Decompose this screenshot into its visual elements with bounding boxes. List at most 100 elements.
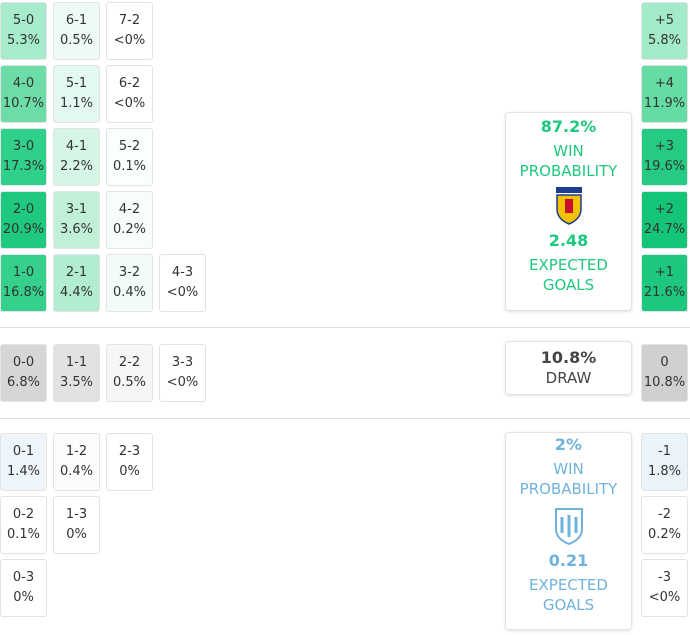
score-cell: -2 0.2% [641, 496, 688, 554]
scoreline: +1 [654, 265, 675, 280]
probability: 0% [119, 464, 140, 479]
scoreline: 2-3 [118, 444, 141, 459]
scoreline: -2 [658, 507, 671, 522]
scoreline: -1 [658, 444, 671, 459]
probability: 21.6% [643, 285, 686, 300]
probability: 0.2% [112, 222, 147, 237]
scoreline: 6-1 [65, 13, 88, 28]
scoreline: 5-1 [65, 76, 88, 91]
probability: 24.7% [643, 222, 686, 237]
scoreline: 0-1 [12, 444, 35, 459]
expected-goals: 0.21 [548, 551, 589, 570]
score-cell: +4 11.9% [641, 65, 688, 123]
score-cell: 0-1 1.4% [0, 433, 47, 491]
probability: 3.5% [59, 375, 94, 390]
score-cell: 0 10.8% [641, 344, 688, 402]
home-panel: 87.2% WIN PROBABILITY 2.48 EXPECTED GOAL… [505, 112, 632, 311]
scoreline: 2-1 [65, 265, 88, 280]
scoreline: 3-2 [118, 265, 141, 280]
scoreline: 1-3 [65, 507, 88, 522]
probability: 0% [13, 590, 34, 605]
score-cell: 0-0 6.8% [0, 344, 47, 402]
team-logo [555, 187, 582, 225]
score-cell: 0-3 0% [0, 559, 47, 617]
scoreline: 7-2 [118, 13, 141, 28]
probability: 0.4% [112, 285, 147, 300]
team-logo [554, 508, 583, 545]
win-probability: 2% [554, 435, 583, 454]
probability: 5.3% [6, 33, 41, 48]
score-cell: +1 21.6% [641, 254, 688, 312]
probability: <0% [166, 285, 199, 300]
probability: 19.6% [643, 159, 686, 174]
probability: 1.8% [647, 464, 682, 479]
probability: 10.7% [2, 96, 45, 111]
score-cell: 3-3 <0% [159, 344, 206, 402]
expected-goals: 2.48 [548, 231, 589, 250]
probability: 0.1% [112, 159, 147, 174]
score-cell: 3-0 17.3% [0, 128, 47, 186]
score-cell: 4-2 0.2% [106, 191, 153, 249]
xg-label: EXPECTED GOALS [529, 576, 608, 614]
score-cell: 3-2 0.4% [106, 254, 153, 312]
probability: 0.4% [59, 464, 94, 479]
probability: 0.5% [59, 33, 94, 48]
score-cell: 0-2 0.1% [0, 496, 47, 554]
score-cell: 4-1 2.2% [53, 128, 100, 186]
separator [0, 418, 690, 419]
probability: 17.3% [2, 159, 45, 174]
probability: 5.8% [647, 33, 682, 48]
score-cell: 5-1 1.1% [53, 65, 100, 123]
score-cell: 3-1 3.6% [53, 191, 100, 249]
win-label: WIN PROBABILITY [519, 142, 618, 180]
away-panel: 2% WIN PROBABILITY 0.21 EXPECTED GOALS [505, 432, 632, 630]
separator [0, 327, 690, 328]
scoreline: 2-0 [12, 202, 35, 217]
probability: 10.8% [643, 375, 686, 390]
score-cell: 5-2 0.1% [106, 128, 153, 186]
score-cell: 2-2 0.5% [106, 344, 153, 402]
scoreline: +2 [654, 202, 675, 217]
score-cell: -1 1.8% [641, 433, 688, 491]
scoreline: +4 [654, 76, 675, 91]
score-cell: -3 <0% [641, 559, 688, 617]
probability: <0% [113, 33, 146, 48]
score-cell: 6-1 0.5% [53, 2, 100, 60]
score-cell: 1-3 0% [53, 496, 100, 554]
score-cell: 2-0 20.9% [0, 191, 47, 249]
probability: 0.2% [647, 527, 682, 542]
win-label: WIN PROBABILITY [519, 460, 618, 498]
scoreline: 0 [660, 355, 669, 370]
score-cell: 5-0 5.3% [0, 2, 47, 60]
scoreline: 6-2 [118, 76, 141, 91]
score-cell: 2-3 0% [106, 433, 153, 491]
scoreline: 1-1 [65, 355, 88, 370]
probability: 11.9% [643, 96, 686, 111]
probability: <0% [113, 96, 146, 111]
probability: 0% [66, 527, 87, 542]
scoreline: 0-0 [12, 355, 35, 370]
xg-label: EXPECTED GOALS [529, 256, 608, 294]
score-cell: 1-0 16.8% [0, 254, 47, 312]
score-cell: 2-1 4.4% [53, 254, 100, 312]
scoreline: 5-2 [118, 139, 141, 154]
scoreline: -3 [658, 570, 671, 585]
probability: <0% [166, 375, 199, 390]
probability: 1.1% [59, 96, 94, 111]
scoreline: 0-2 [12, 507, 35, 522]
scoreline: 3-1 [65, 202, 88, 217]
scoreline: 1-0 [12, 265, 35, 280]
scoreline: 3-0 [12, 139, 35, 154]
draw-label: DRAW [545, 369, 592, 387]
scoreline: 4-3 [171, 265, 194, 280]
scoreline: 4-2 [118, 202, 141, 217]
scoreline: 4-0 [12, 76, 35, 91]
score-cell: 4-3 <0% [159, 254, 206, 312]
score-cell: +5 5.8% [641, 2, 688, 60]
probability: 2.2% [59, 159, 94, 174]
draw-panel: 10.8% DRAW [505, 341, 632, 395]
score-cell: 6-2 <0% [106, 65, 153, 123]
scoreline: +3 [654, 139, 675, 154]
scoreline: +5 [654, 13, 675, 28]
